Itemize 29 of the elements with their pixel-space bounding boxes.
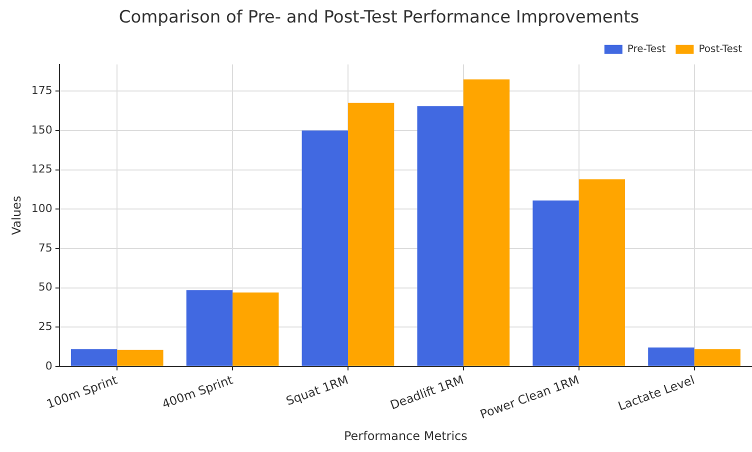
bar [694,349,740,366]
x-axis-title: Performance Metrics [344,428,468,443]
y-tick-label: 25 [38,320,52,333]
bar [648,348,694,366]
bar [463,79,510,366]
bar [117,350,164,366]
legend-label: Post-Test [698,44,742,55]
bar [186,290,233,366]
y-tick-label: 50 [38,280,52,294]
x-tick-label: Power Clean 1RM [478,372,581,422]
y-tick-label: 0 [45,359,52,372]
x-tick-label: 400m Sprint [160,372,235,412]
legend-label: Pre-Test [627,44,666,55]
bar [348,102,394,366]
y-tick-label: 125 [31,162,52,176]
bar [532,200,579,366]
y-tick-label: 100 [31,202,52,215]
y-tick-label: 150 [31,123,52,136]
bar [578,179,626,366]
bar [302,130,348,366]
bar [417,106,464,366]
x-tick-label: 100m Sprint [44,372,120,412]
bar [232,292,279,366]
y-axis-title: Values [9,196,24,236]
y-tick-label: 175 [31,84,52,97]
bar [70,349,118,366]
x-tick-label: Squat 1RM [284,372,350,408]
y-tick-label: 75 [38,241,52,254]
chart-title: Comparison of Pre- and Post-Test Performance Improvements [118,8,640,28]
